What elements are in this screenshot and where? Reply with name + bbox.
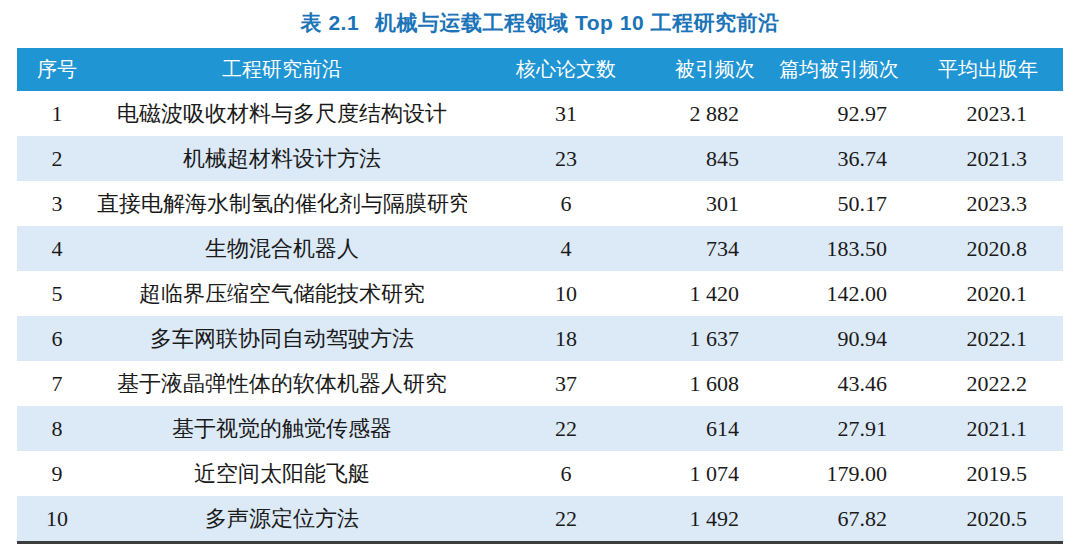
cell-mean-year: 2021.1 <box>913 416 1063 442</box>
cell-citations: 734 <box>665 236 765 262</box>
cell-citations-per-paper: 183.50 <box>765 236 913 262</box>
cell-citations-per-paper: 90.94 <box>765 326 913 352</box>
cell-citations: 2 882 <box>665 101 765 127</box>
cell-citations: 1 420 <box>665 281 765 307</box>
table-row: 3 直接电解海水制氢的催化剂与隔膜研究 6 301 50.17 2023.3 <box>17 181 1063 226</box>
cell-research-front: 基于液晶弹性体的软体机器人研究 <box>97 369 467 399</box>
cell-research-front: 直接电解海水制氢的催化剂与隔膜研究 <box>97 189 467 219</box>
table-row: 1 电磁波吸收材料与多尺度结构设计 31 2 882 92.97 2023.1 <box>17 91 1063 136</box>
cell-research-front: 基于视觉的触觉传感器 <box>97 414 467 444</box>
column-header-citations: 被引频次 <box>665 56 765 83</box>
cell-core-papers: 6 <box>467 461 665 487</box>
research-fronts-table: 序号 工程研究前沿 核心论文数 被引频次 篇均被引频次 平均出版年 1 电磁波吸… <box>17 48 1063 544</box>
cell-citations: 614 <box>665 416 765 442</box>
table-title-text: 机械与运载工程领域 Top 10 工程研究前沿 <box>375 11 779 34</box>
column-header-core-papers: 核心论文数 <box>467 56 665 83</box>
cell-citations-per-paper: 43.46 <box>765 371 913 397</box>
cell-citations: 1 637 <box>665 326 765 352</box>
cell-mean-year: 2020.8 <box>913 236 1063 262</box>
page: 表 2.1 机械与运载工程领域 Top 10 工程研究前沿 序号 工程研究前沿 核… <box>0 0 1080 548</box>
cell-mean-year: 2019.5 <box>913 461 1063 487</box>
table-row: 2 机械超材料设计方法 23 845 36.74 2021.3 <box>17 136 1063 181</box>
table-row: 7 基于液晶弹性体的软体机器人研究 37 1 608 43.46 2022.2 <box>17 361 1063 406</box>
table-row: 5 超临界压缩空气储能技术研究 10 1 420 142.00 2020.1 <box>17 271 1063 316</box>
cell-citations-per-paper: 142.00 <box>765 281 913 307</box>
column-header-mean-year: 平均出版年 <box>913 56 1063 83</box>
cell-core-papers: 4 <box>467 236 665 262</box>
cell-index: 1 <box>17 101 97 127</box>
cell-index: 10 <box>17 506 97 532</box>
cell-index: 7 <box>17 371 97 397</box>
table-title: 表 2.1 机械与运载工程领域 Top 10 工程研究前沿 <box>0 9 1080 37</box>
table-row: 10 多声源定位方法 22 1 492 67.82 2020.5 <box>17 496 1063 541</box>
cell-index: 8 <box>17 416 97 442</box>
cell-mean-year: 2022.2 <box>913 371 1063 397</box>
cell-research-front: 生物混合机器人 <box>97 234 467 264</box>
table-header: 序号 工程研究前沿 核心论文数 被引频次 篇均被引频次 平均出版年 <box>17 48 1063 91</box>
cell-index: 2 <box>17 146 97 172</box>
column-header-research-front: 工程研究前沿 <box>97 56 467 83</box>
column-header-index: 序号 <box>17 56 97 83</box>
cell-core-papers: 31 <box>467 101 665 127</box>
cell-mean-year: 2021.3 <box>913 146 1063 172</box>
table-row: 4 生物混合机器人 4 734 183.50 2020.8 <box>17 226 1063 271</box>
cell-citations-per-paper: 67.82 <box>765 506 913 532</box>
cell-citations-per-paper: 92.97 <box>765 101 913 127</box>
cell-core-papers: 6 <box>467 191 665 217</box>
cell-research-front: 多车网联协同自动驾驶方法 <box>97 324 467 354</box>
cell-core-papers: 18 <box>467 326 665 352</box>
cell-citations: 1 492 <box>665 506 765 532</box>
cell-research-front: 电磁波吸收材料与多尺度结构设计 <box>97 99 467 129</box>
cell-citations: 1 074 <box>665 461 765 487</box>
table-row: 9 近空间太阳能飞艇 6 1 074 179.00 2019.5 <box>17 451 1063 496</box>
cell-mean-year: 2020.5 <box>913 506 1063 532</box>
cell-index: 9 <box>17 461 97 487</box>
cell-citations-per-paper: 27.91 <box>765 416 913 442</box>
column-header-citations-per-paper: 篇均被引频次 <box>765 56 913 83</box>
cell-core-papers: 22 <box>467 506 665 532</box>
cell-core-papers: 37 <box>467 371 665 397</box>
cell-index: 4 <box>17 236 97 262</box>
table-body: 1 电磁波吸收材料与多尺度结构设计 31 2 882 92.97 2023.1 … <box>17 91 1063 544</box>
cell-mean-year: 2020.1 <box>913 281 1063 307</box>
cell-core-papers: 22 <box>467 416 665 442</box>
table-header-row: 序号 工程研究前沿 核心论文数 被引频次 篇均被引频次 平均出版年 <box>17 48 1063 91</box>
cell-core-papers: 10 <box>467 281 665 307</box>
cell-citations: 301 <box>665 191 765 217</box>
cell-research-front: 多声源定位方法 <box>97 504 467 534</box>
table-number-label: 表 2.1 <box>301 11 360 34</box>
cell-citations-per-paper: 179.00 <box>765 461 913 487</box>
cell-mean-year: 2023.3 <box>913 191 1063 217</box>
cell-research-front: 机械超材料设计方法 <box>97 144 467 174</box>
cell-index: 5 <box>17 281 97 307</box>
cell-citations: 1 608 <box>665 371 765 397</box>
cell-research-front: 近空间太阳能飞艇 <box>97 459 467 489</box>
cell-mean-year: 2022.1 <box>913 326 1063 352</box>
cell-research-front: 超临界压缩空气储能技术研究 <box>97 279 467 309</box>
cell-citations: 845 <box>665 146 765 172</box>
cell-index: 6 <box>17 326 97 352</box>
cell-mean-year: 2023.1 <box>913 101 1063 127</box>
cell-index: 3 <box>17 191 97 217</box>
cell-citations-per-paper: 36.74 <box>765 146 913 172</box>
cell-citations-per-paper: 50.17 <box>765 191 913 217</box>
cell-core-papers: 23 <box>467 146 665 172</box>
table-row: 6 多车网联协同自动驾驶方法 18 1 637 90.94 2022.1 <box>17 316 1063 361</box>
table-row: 8 基于视觉的触觉传感器 22 614 27.91 2021.1 <box>17 406 1063 451</box>
